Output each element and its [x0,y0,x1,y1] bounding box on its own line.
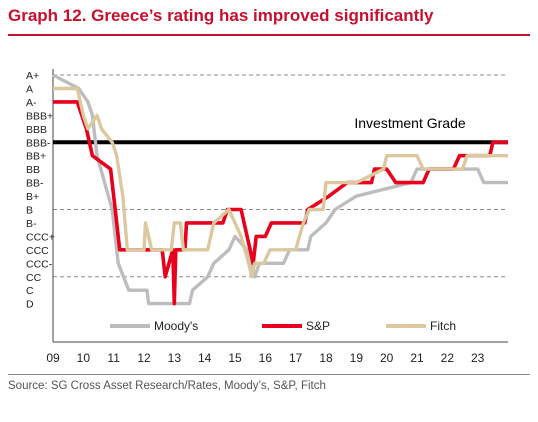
x-tick-label: 15 [228,351,242,365]
y-tick-label: B- [26,218,37,230]
y-tick-label: B [26,205,33,217]
legend: Moody's S&P Fitch [110,319,456,333]
axes: A+AA-BBB+BBBBBB-BB+BBBB-B+BB-CCC+CCCCCC-… [26,69,508,365]
chart-title: Graph 12. Greece’s rating has improved s… [8,6,434,25]
x-tick-label: 11 [107,351,120,365]
y-tick-label: CCC+ [26,231,55,243]
x-tick-label: 12 [137,351,151,365]
source-note: Source: SG Cross Asset Research/Rates, M… [8,380,326,392]
y-tick-label: BB- [26,178,44,190]
y-tick-label: BBB- [26,137,51,149]
legend-label: Fitch [430,319,456,333]
x-tick-label: 09 [46,351,60,365]
investment-grade-reference: Investment Grade [53,115,508,145]
legend-label: Moody's [154,319,198,333]
y-tick-label: BB [26,164,40,176]
series-line-sp [53,100,508,306]
ratings-chart: A+AA-BBB+BBBBBB-BB+BBBB-B+BB-CCC+CCCCCC-… [26,69,508,365]
x-tick-label: 10 [77,351,91,365]
y-tick-label: A [26,83,33,95]
investment-grade-label: Investment Grade [354,115,465,131]
y-tick-label: CC [26,272,42,284]
x-tick-label: 23 [471,351,485,365]
y-tick-label: CCC [26,245,49,257]
x-tick-label: 14 [198,351,212,365]
x-tick-label: 21 [410,351,424,365]
legend-label: S&P [306,319,330,333]
series-line-moodys [52,73,508,306]
title-rule [8,34,530,36]
series-lines [52,73,508,306]
y-tick-label: B+ [26,191,39,203]
y-tick-label: D [26,299,34,311]
y-tick-label: CCC- [26,258,53,270]
y-tick-label: BBB [26,124,47,136]
x-tick-label: 13 [168,351,182,365]
x-tick-label: 17 [289,351,303,365]
source-rule [8,374,530,375]
y-tick-label: A+ [26,70,39,82]
series-line-fitch [53,86,508,279]
x-tick-label: 16 [259,351,273,365]
y-tick-label: C [26,285,34,297]
x-tick-label: 18 [319,351,333,365]
x-tick-label: 22 [441,351,455,365]
y-tick-label: A- [26,97,37,109]
y-tick-label: BBB+ [26,110,53,122]
x-tick-label: 19 [350,351,364,365]
x-tick-label: 20 [380,351,394,365]
y-tick-label: BB+ [26,151,46,163]
